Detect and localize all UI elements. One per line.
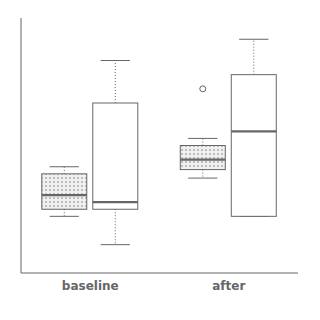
svg-text:baseline: baseline	[62, 279, 119, 293]
svg-text:after: after	[212, 279, 245, 293]
